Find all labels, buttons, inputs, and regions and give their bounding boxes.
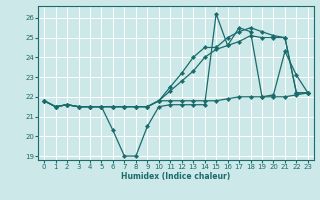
X-axis label: Humidex (Indice chaleur): Humidex (Indice chaleur): [121, 172, 231, 181]
